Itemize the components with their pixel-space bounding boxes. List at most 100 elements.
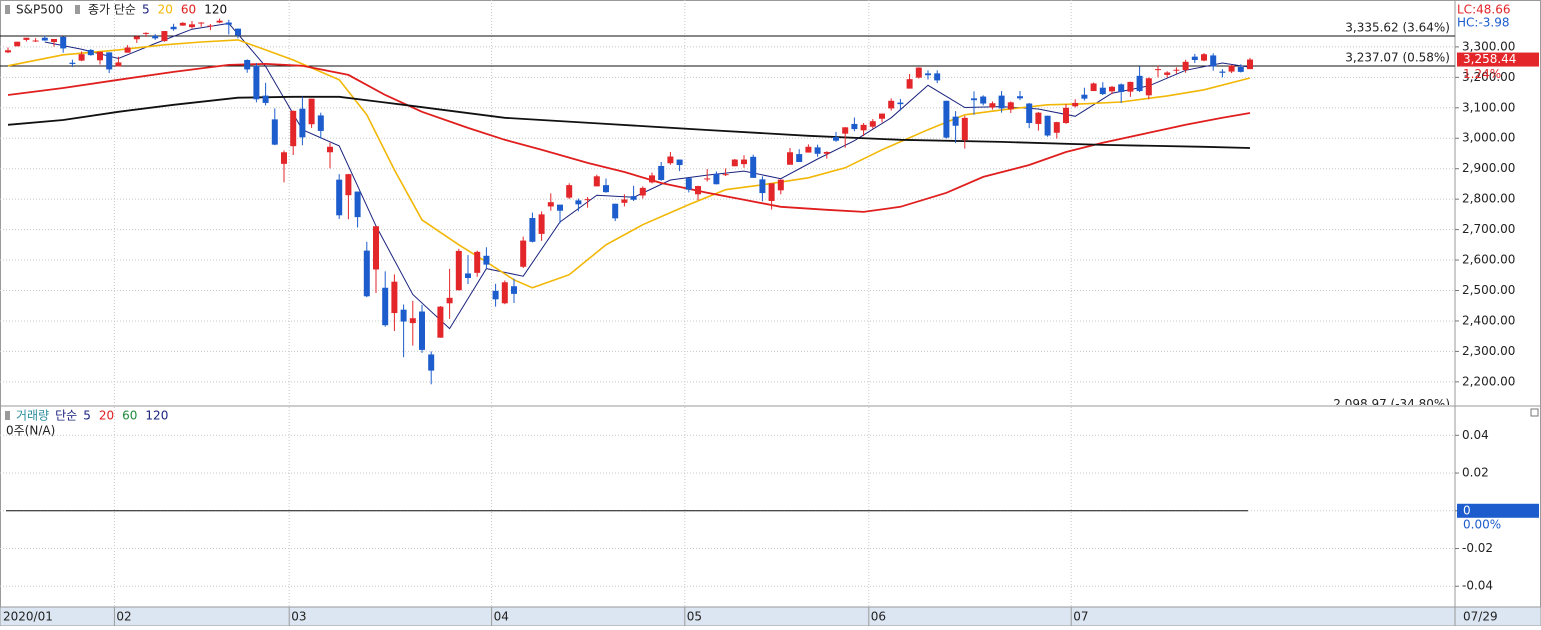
x-tick-label: 07 bbox=[1073, 610, 1088, 624]
candle-body bbox=[1017, 96, 1023, 99]
candle-body bbox=[336, 179, 343, 216]
candle-body bbox=[474, 251, 481, 273]
candle-body bbox=[934, 73, 941, 81]
legend-text: S&P500 bbox=[16, 3, 63, 17]
candle-body bbox=[1136, 75, 1143, 92]
y-tick-label: 2,600.00 bbox=[1462, 253, 1515, 267]
y-tick-label: 2,200.00 bbox=[1462, 374, 1515, 388]
legend-text: 20 bbox=[99, 409, 114, 423]
candle-body bbox=[23, 37, 30, 40]
x-tick-label: 04 bbox=[494, 610, 509, 624]
zero-box bbox=[1457, 503, 1539, 518]
candle-body bbox=[833, 137, 839, 141]
candle-body bbox=[14, 41, 21, 47]
candle-body bbox=[529, 218, 536, 242]
candle-body bbox=[741, 159, 747, 165]
candle-body bbox=[400, 309, 407, 322]
candle-body bbox=[465, 273, 471, 279]
candle-body bbox=[225, 22, 232, 25]
candle-body bbox=[253, 65, 260, 100]
candle-body bbox=[483, 255, 490, 265]
y-tick-label: 2,300.00 bbox=[1462, 344, 1515, 358]
y-tick-label: 3,300.00 bbox=[1462, 39, 1515, 53]
y-tick-label: 2,500.00 bbox=[1462, 283, 1515, 297]
lc-label: LC:48.66 bbox=[1457, 3, 1510, 17]
candle-body bbox=[78, 54, 85, 61]
legend-text: 120 bbox=[145, 409, 168, 423]
candle-body bbox=[446, 297, 453, 304]
marker-label: 3,335.62 (3.64%) bbox=[1345, 21, 1450, 35]
candle-body bbox=[823, 151, 830, 154]
candle-body bbox=[308, 98, 315, 125]
legend-text: 120 bbox=[204, 3, 227, 17]
candle-body bbox=[915, 67, 922, 78]
candle-body bbox=[1044, 115, 1051, 136]
candle-body bbox=[704, 178, 711, 180]
candle-body bbox=[511, 286, 517, 294]
candle-body bbox=[409, 318, 416, 324]
candle-body bbox=[133, 36, 140, 40]
candle-body bbox=[695, 186, 701, 195]
legend-text: 60 bbox=[181, 3, 196, 17]
candle-body bbox=[888, 100, 895, 109]
overlay: 2,200.00 2,300.00 2,400.00 2,500.00 2,600.00… bbox=[3, 3, 1539, 626]
ma-line bbox=[7, 95, 1251, 149]
y-tick-label: 0.04 bbox=[1462, 428, 1489, 442]
candle-body bbox=[1237, 66, 1244, 72]
x-tick-label: 06 bbox=[871, 610, 886, 624]
date-axis-bar bbox=[0, 606, 1541, 627]
candle-body bbox=[796, 154, 803, 162]
candle-body bbox=[501, 282, 508, 304]
candle-body bbox=[1127, 81, 1134, 92]
legend-text: 단순 bbox=[55, 409, 77, 423]
candle-body bbox=[32, 40, 39, 42]
candle-body bbox=[879, 113, 885, 119]
candle-body bbox=[584, 199, 591, 201]
candle-body bbox=[1164, 72, 1171, 75]
candle-body bbox=[667, 156, 674, 164]
price-panel: 3,335.62 (3.64%) 3,237.07 (0.58%) 2,098.97… bbox=[0, 0, 1455, 405]
candle-body bbox=[897, 102, 904, 105]
candle-body bbox=[363, 250, 370, 297]
candle-body bbox=[216, 20, 223, 23]
last-price-box bbox=[1457, 52, 1539, 67]
candle-body bbox=[492, 290, 499, 300]
candle-body bbox=[106, 52, 113, 70]
legend-text: 60 bbox=[122, 409, 137, 423]
candle-body bbox=[998, 95, 1005, 109]
candle-body bbox=[299, 108, 306, 138]
candle-body bbox=[612, 203, 619, 219]
candle-body bbox=[244, 59, 251, 70]
candle-body bbox=[768, 183, 775, 201]
candle-body bbox=[189, 24, 195, 28]
candle-body bbox=[97, 51, 103, 61]
candle-body bbox=[980, 96, 987, 104]
candle-body bbox=[5, 50, 11, 53]
candle-body bbox=[538, 214, 545, 234]
candle-body bbox=[1182, 61, 1189, 71]
candle-body bbox=[1072, 102, 1079, 107]
candle-body bbox=[161, 31, 168, 42]
candle-body bbox=[373, 226, 379, 270]
candle-body bbox=[814, 147, 821, 154]
hc-label: HC:-3.98 bbox=[1457, 16, 1510, 30]
candle-body bbox=[179, 22, 186, 26]
candle-body bbox=[455, 250, 462, 291]
candle-body bbox=[520, 240, 527, 267]
candle-body bbox=[1099, 87, 1106, 95]
current-date: 07/29 bbox=[1463, 610, 1498, 624]
candle-body bbox=[1081, 94, 1088, 99]
volume-panel bbox=[0, 407, 1455, 607]
x-tick-label: 2020/01 bbox=[3, 610, 53, 624]
candle-body bbox=[354, 191, 361, 218]
candle-body bbox=[906, 79, 913, 89]
candle-body bbox=[152, 35, 159, 39]
ma-line bbox=[44, 22, 1251, 330]
last-change-label: 1.24% bbox=[1463, 67, 1501, 81]
candle-body bbox=[731, 159, 738, 167]
panel-button[interactable] bbox=[1530, 408, 1539, 417]
candle-body bbox=[69, 62, 76, 64]
legend-icon bbox=[5, 411, 10, 420]
